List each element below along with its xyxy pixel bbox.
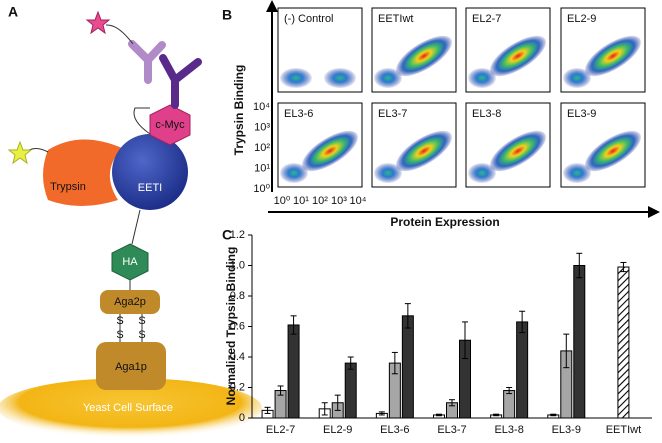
- ha-label: HA: [122, 256, 138, 268]
- density: [468, 68, 496, 88]
- plot-title: (-) Control: [284, 13, 334, 25]
- y-axis-title: Trypsin Binding: [232, 65, 246, 156]
- antibody: [159, 54, 202, 109]
- plot-title: EL2-7: [472, 13, 501, 25]
- y-tick-label: 1.0: [230, 259, 245, 271]
- bar: [401, 315, 414, 419]
- y-tick-label: 10⁰: [253, 183, 270, 195]
- aga2p-label: Aga2p: [114, 296, 146, 308]
- x-axis-title: Protein Expression: [390, 215, 499, 229]
- density: [585, 130, 641, 172]
- bar: [617, 266, 630, 419]
- density: [490, 130, 546, 172]
- x-tick-label: 10⁴: [350, 195, 367, 207]
- plot-title: EL3-9: [567, 108, 596, 120]
- plot-title: EL2-9: [567, 13, 596, 25]
- density: [396, 35, 452, 77]
- density: [585, 35, 641, 77]
- fluorophore: [85, 10, 111, 35]
- density: [490, 35, 546, 77]
- plot-title: EL3-7: [378, 108, 407, 120]
- trypsin-label: Trypsin: [50, 181, 86, 193]
- link: [133, 107, 151, 135]
- aga1p-label: Aga1p: [115, 361, 147, 373]
- arrow-head: [266, 0, 278, 12]
- density: [563, 163, 591, 183]
- surface-label: Yeast Cell Surface: [83, 402, 173, 414]
- cmyc-label: c-Myc: [155, 119, 185, 131]
- y-tick-label: 10¹: [254, 162, 270, 174]
- antibody: [128, 40, 166, 84]
- flow-plots: (-) Control EETIwt EL2-7 EL2-9 EL3-6 EL3-7 EL3…: [253, 7, 646, 207]
- x-tick-label: 10³: [331, 195, 347, 207]
- x-tick-label: 10⁰: [274, 195, 291, 207]
- y-tick-label: 0.2: [230, 381, 245, 393]
- y-tick-label: 10⁴: [253, 101, 270, 113]
- bar: [344, 362, 357, 419]
- x-tick-label: EL2-9: [323, 424, 352, 436]
- x-tick-label: EL3-8: [494, 424, 523, 436]
- plot-title: EL3-6: [284, 108, 313, 120]
- density: [563, 68, 591, 88]
- y-tick-label: 0.6: [230, 320, 245, 332]
- bond-label: S: [116, 315, 123, 327]
- plot-title: EETIwt: [378, 13, 413, 25]
- cmyc-tag: [149, 104, 191, 146]
- plot-title: EL3-8: [472, 108, 501, 120]
- y-tick-label: 10³: [254, 121, 270, 133]
- x-tick-label: EETIwt: [606, 424, 641, 436]
- bar: [573, 265, 586, 419]
- bond-label: S: [116, 329, 123, 341]
- x-tick-label: EL2-7: [266, 424, 295, 436]
- y-tick-label: 0: [239, 412, 245, 424]
- eeti-label: EETI: [138, 182, 162, 194]
- panel-label: A: [8, 4, 18, 20]
- bond-label: S: [138, 315, 145, 327]
- y-tick-label: 0.4: [230, 351, 245, 363]
- cell-surface: [0, 378, 262, 438]
- density: [324, 68, 356, 88]
- x-tick-label: 10¹: [293, 195, 309, 207]
- x-tick-label: EL3-7: [437, 424, 466, 436]
- arrow-head: [648, 206, 660, 218]
- link: [131, 209, 141, 245]
- ha-tag: [111, 243, 149, 281]
- density: [374, 68, 402, 88]
- bar-chart: 0 0.2 0.4 0.6 0.8 1.0 1.2 EL2-7 EL2-9 EL3-6 EL3-7 E…: [230, 229, 652, 436]
- y-axis-title: Normalized Trypsin Binding: [224, 247, 238, 406]
- panel-label: C: [222, 227, 232, 243]
- density: [468, 163, 496, 183]
- x-tick-label: EL3-6: [380, 424, 409, 436]
- y-tick-label: 0.8: [230, 290, 245, 302]
- eeti: [112, 134, 188, 210]
- aga2p: [100, 290, 160, 314]
- bar: [503, 390, 516, 419]
- bond-label: S: [138, 329, 145, 341]
- density: [396, 130, 452, 172]
- link: [105, 24, 134, 45]
- density: [280, 163, 308, 183]
- aga1p: [96, 342, 166, 390]
- fluorophore: [7, 140, 33, 165]
- density: [280, 68, 312, 88]
- trypsin: [43, 139, 122, 206]
- panel-label: B: [222, 7, 232, 23]
- bar: [287, 324, 300, 419]
- y-tick-label: 10²: [254, 142, 270, 154]
- density: [374, 163, 402, 183]
- x-tick-label: EL3-9: [552, 424, 581, 436]
- bar: [516, 321, 529, 419]
- density: [302, 130, 358, 172]
- x-tick-label: 10²: [312, 195, 328, 207]
- y-tick-label: 1.2: [230, 229, 245, 241]
